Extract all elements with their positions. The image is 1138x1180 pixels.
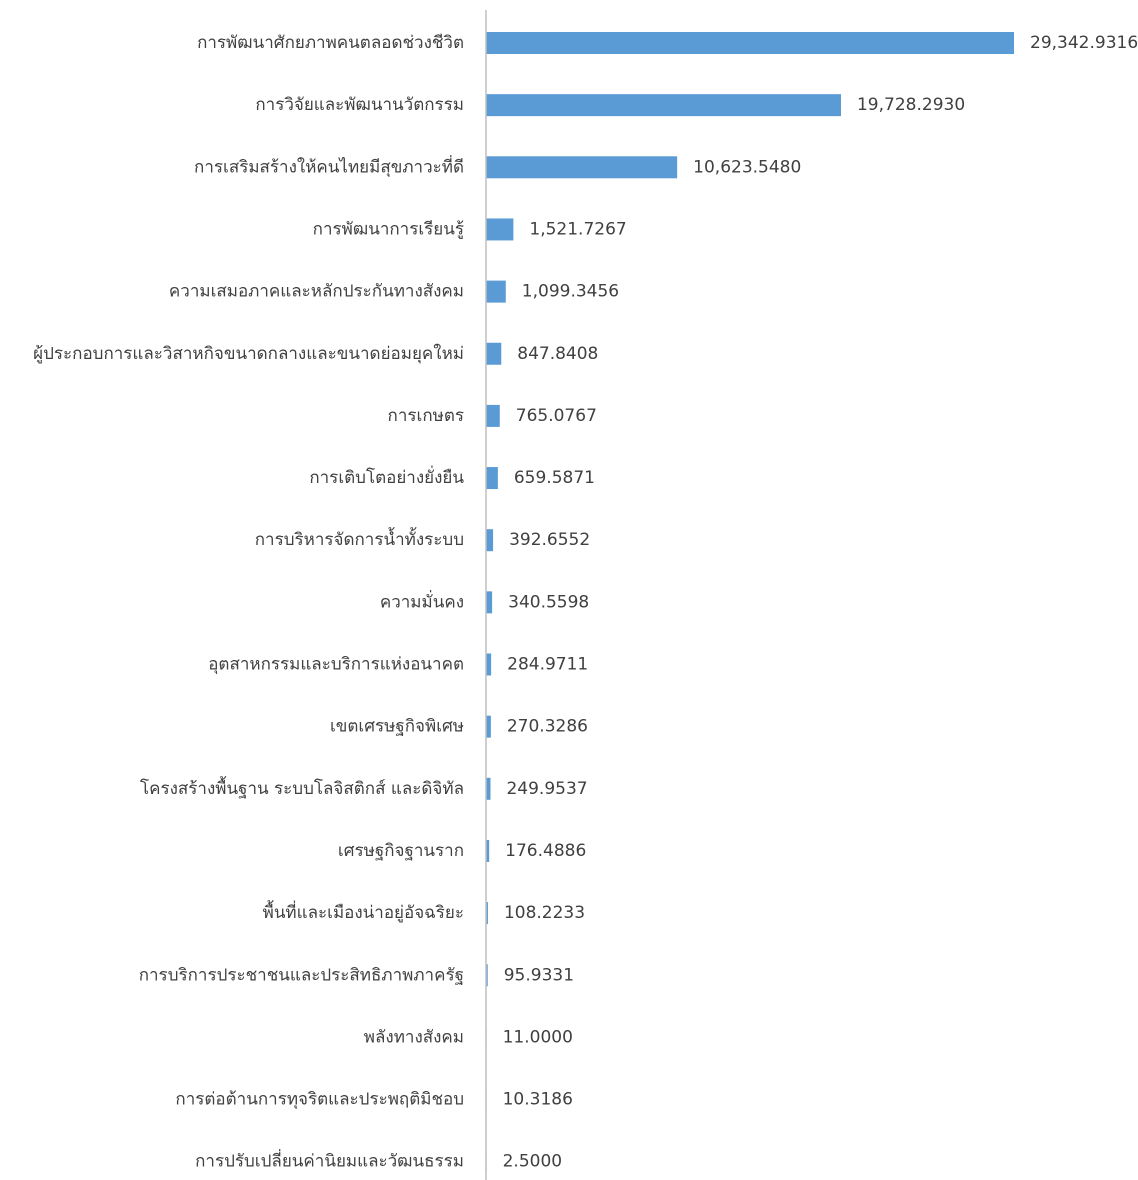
category-label: เขตเศรษฐกิจพิเศษ — [330, 717, 464, 737]
bar — [486, 902, 488, 925]
bars-group — [486, 32, 1014, 1173]
data-label: 108.2233 — [504, 903, 585, 923]
data-label: 11.0000 — [503, 1027, 573, 1047]
data-label: 249.9537 — [506, 779, 587, 799]
category-label: การปรับเปลี่ยนค่านิยมและวัฒนธรรม — [195, 1149, 464, 1172]
category-label: เศรษฐกิจฐานราก — [338, 841, 464, 861]
data-label: 270.3286 — [507, 717, 588, 737]
category-label: การต่อต้านการทุจริตและประพฤติมิชอบ — [175, 1090, 464, 1110]
data-label: 29,342.9316 — [1030, 33, 1138, 53]
bar — [486, 342, 502, 365]
category-label: พื้นที่และเมืองน่าอยู่อัจฉริยะ — [263, 900, 464, 923]
data-labels-group: 29,342.9316 19,728.2930 10,623.5480 1,521.7… — [503, 33, 1138, 1172]
data-label: 392.6552 — [509, 530, 590, 550]
category-label: โครงสร้างพื้นฐาน ระบบโลจิสติกส์ และดิจิท… — [140, 776, 464, 799]
category-label: การพัฒนาการเรียนรู้ — [313, 219, 464, 239]
category-label: ความมั่นคง — [380, 589, 464, 612]
category-label: การเติบโตอย่างยั่งยืน — [309, 465, 464, 488]
data-label: 176.4886 — [505, 841, 586, 861]
category-label: การพัฒนาศักยภาพคนตลอดช่วงชีวิต — [197, 33, 464, 53]
data-label: 95.9331 — [504, 965, 574, 985]
category-label: ผู้ประกอบการและวิสาหกิจขนาดกลางและขนาดย่… — [33, 343, 464, 364]
bar — [486, 404, 500, 427]
bar — [486, 218, 514, 241]
data-label: 19,728.2930 — [857, 95, 965, 115]
category-label: การเกษตร — [388, 406, 464, 426]
data-label: 2.5000 — [503, 1152, 562, 1172]
bar — [486, 964, 488, 987]
data-label: 847.8408 — [517, 344, 598, 364]
bar — [486, 653, 492, 676]
category-label: การบริการประชาชนและประสิทธิภาพภาครัฐ — [139, 965, 464, 985]
category-label: ความเสมอภาคและหลักประกันทางสังคม — [169, 282, 464, 302]
bar — [486, 156, 678, 179]
category-label: พลังทางสังคม — [364, 1027, 464, 1047]
bar — [486, 529, 494, 552]
bar — [486, 777, 491, 800]
category-label: การวิจัยและพัฒนานวัตกรรม — [255, 95, 464, 115]
category-labels-group: การพัฒนาศักยภาพคนตลอดช่วงชีวิตการวิจัยแล… — [33, 33, 464, 1172]
bar — [486, 839, 490, 862]
bar — [486, 94, 841, 117]
bar — [486, 715, 491, 738]
category-label: อุตสาหกรรมและบริการแห่งอนาคต — [208, 655, 464, 675]
data-label: 1,521.7267 — [529, 219, 626, 239]
bar — [486, 32, 1014, 54]
data-label: 10,623.5480 — [693, 157, 801, 177]
data-label: 765.0767 — [516, 406, 597, 426]
category-label: การบริหารจัดการน้ำทั้งระบบ — [255, 527, 464, 550]
data-label: 1,099.3456 — [522, 282, 619, 302]
data-label: 340.5598 — [508, 592, 589, 612]
bar — [486, 591, 493, 614]
bar — [486, 467, 498, 490]
data-label: 659.5871 — [514, 468, 595, 488]
bar — [486, 280, 506, 303]
data-label: 284.9711 — [507, 655, 588, 675]
data-label: 10.3186 — [503, 1090, 573, 1110]
category-label: การเสริมสร้างให้คนไทยมีสุขภาวะที่ดี — [194, 154, 464, 177]
